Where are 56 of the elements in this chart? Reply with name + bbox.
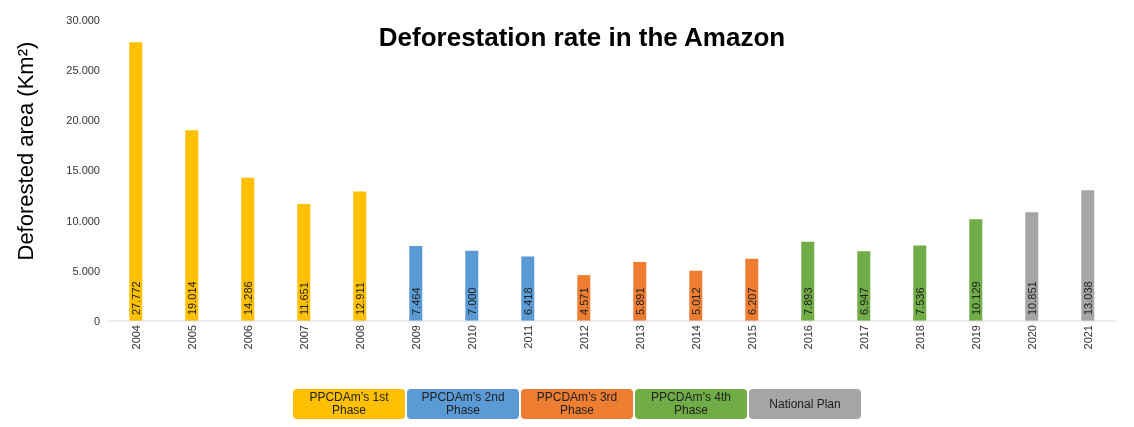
- data-label: 27.772: [129, 281, 142, 315]
- data-label: 19.014: [185, 281, 198, 315]
- data-label: 10.851: [1025, 281, 1038, 315]
- x-tick-label: 2018: [913, 325, 926, 350]
- data-label: 7.536: [913, 287, 926, 315]
- data-label: 6.207: [745, 287, 758, 315]
- x-tick-label: 2017: [857, 325, 870, 350]
- data-label: 10.129: [969, 281, 982, 315]
- text: PPCDAm’s 3rd Phase: [521, 389, 633, 419]
- y-tick-label: 25.000: [66, 64, 100, 77]
- x-tick-label: 2005: [185, 325, 198, 350]
- y-tick-label: 10.000: [66, 214, 100, 227]
- x-tick-label: 2007: [297, 325, 310, 350]
- text: PPCDAm’s 2nd Phase: [407, 389, 519, 419]
- bar: [241, 177, 255, 321]
- x-tick-label: 2020: [1025, 325, 1038, 350]
- data-label: 11.651: [297, 282, 310, 315]
- y-tick-label: 0: [93, 314, 100, 327]
- y-tick-label: 30.000: [66, 13, 100, 26]
- x-tick-label: 2019: [969, 325, 982, 350]
- x-tick-label: 2015: [745, 325, 758, 350]
- text: PPCDAm’s 1st Phase: [293, 389, 405, 419]
- x-tick-label: 2014: [689, 325, 702, 350]
- data-label: 7.000: [465, 287, 478, 315]
- data-label: 6.947: [857, 287, 870, 315]
- x-tick-label: 2010: [465, 325, 478, 350]
- data-label: 5.891: [633, 287, 646, 315]
- bar: [353, 191, 367, 321]
- data-label: 5.012: [689, 287, 702, 315]
- bar: [297, 204, 311, 321]
- bar: [129, 42, 143, 321]
- y-tick-label: 5.000: [72, 264, 100, 277]
- y-tick-label: 15.000: [66, 164, 100, 177]
- text: PPCDAm’s 4th Phase: [635, 389, 747, 419]
- x-tick-label: 2009: [409, 325, 422, 350]
- text: National Plan: [749, 389, 861, 419]
- x-tick-label: 2011: [521, 325, 534, 349]
- bar: [1081, 190, 1095, 321]
- y-axis-title: Deforested area (Km²): [12, 41, 38, 261]
- chart-title: Deforestation rate in the Amazon: [378, 22, 786, 52]
- x-tick-label: 2016: [801, 325, 814, 350]
- data-label: 14.286: [241, 281, 254, 315]
- data-label: 6.418: [521, 287, 534, 315]
- data-label: 7.893: [801, 287, 814, 315]
- x-tick-label: 2021: [1081, 325, 1094, 350]
- data-label: 13.038: [1081, 281, 1094, 315]
- data-label: 7.464: [409, 287, 422, 315]
- x-tick-label: 2006: [241, 325, 254, 350]
- data-label: 12.911: [353, 282, 366, 315]
- x-tick-label: 2013: [633, 325, 646, 350]
- x-tick-label: 2004: [129, 325, 142, 350]
- bar: [185, 130, 199, 321]
- x-tick-label: 2008: [353, 325, 366, 350]
- x-tick-label: 2012: [577, 325, 590, 350]
- data-label: 4.571: [577, 287, 590, 315]
- y-tick-label: 20.000: [66, 114, 100, 127]
